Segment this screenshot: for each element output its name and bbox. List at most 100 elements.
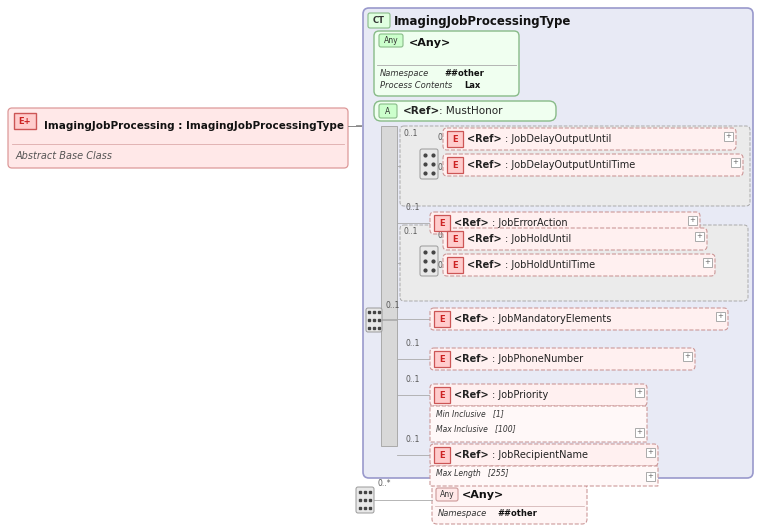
- Text: E+: E+: [19, 117, 31, 125]
- Text: Lax: Lax: [464, 81, 480, 90]
- Text: : JobDelayOutputUntilTime: : JobDelayOutputUntilTime: [505, 160, 635, 170]
- Text: 0..1: 0..1: [437, 230, 452, 239]
- FancyBboxPatch shape: [430, 406, 647, 442]
- Text: +: +: [726, 133, 732, 140]
- Text: <Ref>: <Ref>: [403, 106, 440, 116]
- Text: +: +: [732, 160, 739, 165]
- Text: <Any>: <Any>: [462, 490, 504, 500]
- Text: Namespace: Namespace: [380, 68, 430, 78]
- Text: 0..1: 0..1: [405, 340, 420, 349]
- Text: −: −: [355, 121, 363, 131]
- Text: : JobDelayOutputUntil: : JobDelayOutputUntil: [505, 134, 612, 144]
- Text: Max Length   [255]: Max Length [255]: [436, 469, 509, 478]
- Bar: [434, 447, 450, 463]
- Bar: [724, 132, 733, 141]
- Bar: [434, 387, 450, 403]
- Text: 0..1: 0..1: [386, 301, 401, 310]
- Text: E: E: [439, 450, 445, 459]
- FancyBboxPatch shape: [430, 348, 695, 370]
- Text: <Ref>: <Ref>: [467, 260, 502, 270]
- Text: : JobMandatoryElements: : JobMandatoryElements: [492, 314, 612, 324]
- Text: : JobPriority: : JobPriority: [492, 390, 548, 400]
- Text: +: +: [637, 429, 642, 436]
- Text: 0..1: 0..1: [403, 227, 417, 236]
- Text: 0..1: 0..1: [437, 260, 452, 269]
- Bar: [635, 428, 644, 437]
- FancyBboxPatch shape: [443, 154, 743, 176]
- Text: +: +: [697, 234, 702, 239]
- FancyBboxPatch shape: [400, 225, 748, 301]
- FancyBboxPatch shape: [430, 384, 647, 406]
- Bar: [646, 472, 655, 481]
- Text: E: E: [452, 260, 458, 269]
- Text: Abstract Base Class: Abstract Base Class: [16, 151, 113, 161]
- Text: : JobHoldUntilTime: : JobHoldUntilTime: [505, 260, 595, 270]
- Text: : JobPhoneNumber: : JobPhoneNumber: [492, 354, 583, 364]
- FancyBboxPatch shape: [443, 228, 707, 250]
- FancyBboxPatch shape: [430, 212, 700, 234]
- Text: <Ref>: <Ref>: [467, 134, 502, 144]
- Text: ##other: ##other: [497, 509, 537, 519]
- Bar: [434, 215, 450, 231]
- Bar: [447, 157, 463, 173]
- Text: E: E: [439, 314, 445, 323]
- Text: <Any>: <Any>: [409, 38, 452, 48]
- Text: : MustHonor: : MustHonor: [439, 106, 502, 116]
- FancyBboxPatch shape: [379, 34, 403, 47]
- FancyBboxPatch shape: [443, 128, 736, 150]
- FancyBboxPatch shape: [443, 254, 715, 276]
- Text: 0..1: 0..1: [437, 133, 452, 142]
- FancyBboxPatch shape: [436, 488, 458, 501]
- Text: 0..1: 0..1: [405, 375, 420, 384]
- FancyBboxPatch shape: [8, 108, 348, 168]
- Bar: [731, 158, 740, 167]
- FancyBboxPatch shape: [374, 31, 519, 96]
- Text: E: E: [452, 235, 458, 244]
- FancyBboxPatch shape: [420, 149, 438, 179]
- Bar: [635, 388, 644, 397]
- Text: <Ref>: <Ref>: [454, 354, 489, 364]
- Text: : JobErrorAction: : JobErrorAction: [492, 218, 568, 228]
- Text: <Ref>: <Ref>: [454, 314, 489, 324]
- Text: 0..1: 0..1: [405, 204, 420, 213]
- Text: E: E: [439, 218, 445, 227]
- FancyBboxPatch shape: [432, 484, 587, 524]
- Bar: [703, 258, 712, 267]
- FancyBboxPatch shape: [368, 13, 390, 28]
- Text: <Ref>: <Ref>: [467, 234, 502, 244]
- Bar: [447, 131, 463, 147]
- Text: Any: Any: [439, 490, 455, 499]
- FancyBboxPatch shape: [366, 308, 382, 332]
- Text: 0..*: 0..*: [378, 478, 392, 488]
- Text: +: +: [717, 313, 723, 320]
- Text: Any: Any: [384, 36, 398, 45]
- Bar: [683, 352, 692, 361]
- FancyBboxPatch shape: [430, 444, 658, 466]
- Bar: [14, 113, 36, 129]
- Text: E: E: [439, 391, 445, 400]
- Text: : JobHoldUntil: : JobHoldUntil: [505, 234, 572, 244]
- Text: <Ref>: <Ref>: [467, 160, 502, 170]
- Text: A: A: [386, 107, 391, 116]
- Text: 0..1: 0..1: [405, 436, 420, 445]
- Text: ##other: ##other: [444, 68, 484, 78]
- Text: <Ref>: <Ref>: [454, 450, 489, 460]
- Bar: [434, 311, 450, 327]
- Text: Process Contents: Process Contents: [380, 81, 452, 90]
- Text: +: +: [637, 390, 642, 395]
- FancyBboxPatch shape: [374, 101, 556, 121]
- Text: Max Inclusive   [100]: Max Inclusive [100]: [436, 425, 515, 434]
- Text: +: +: [690, 217, 695, 224]
- Bar: [646, 448, 655, 457]
- Bar: [447, 231, 463, 247]
- Text: Min Inclusive   [1]: Min Inclusive [1]: [436, 410, 504, 418]
- Text: Namespace: Namespace: [438, 509, 487, 519]
- Bar: [695, 232, 704, 241]
- Text: +: +: [704, 259, 710, 266]
- Text: +: +: [685, 353, 691, 360]
- Bar: [381, 126, 397, 446]
- FancyBboxPatch shape: [420, 246, 438, 276]
- Bar: [688, 216, 697, 225]
- Bar: [447, 257, 463, 273]
- Text: 0..1: 0..1: [437, 163, 452, 173]
